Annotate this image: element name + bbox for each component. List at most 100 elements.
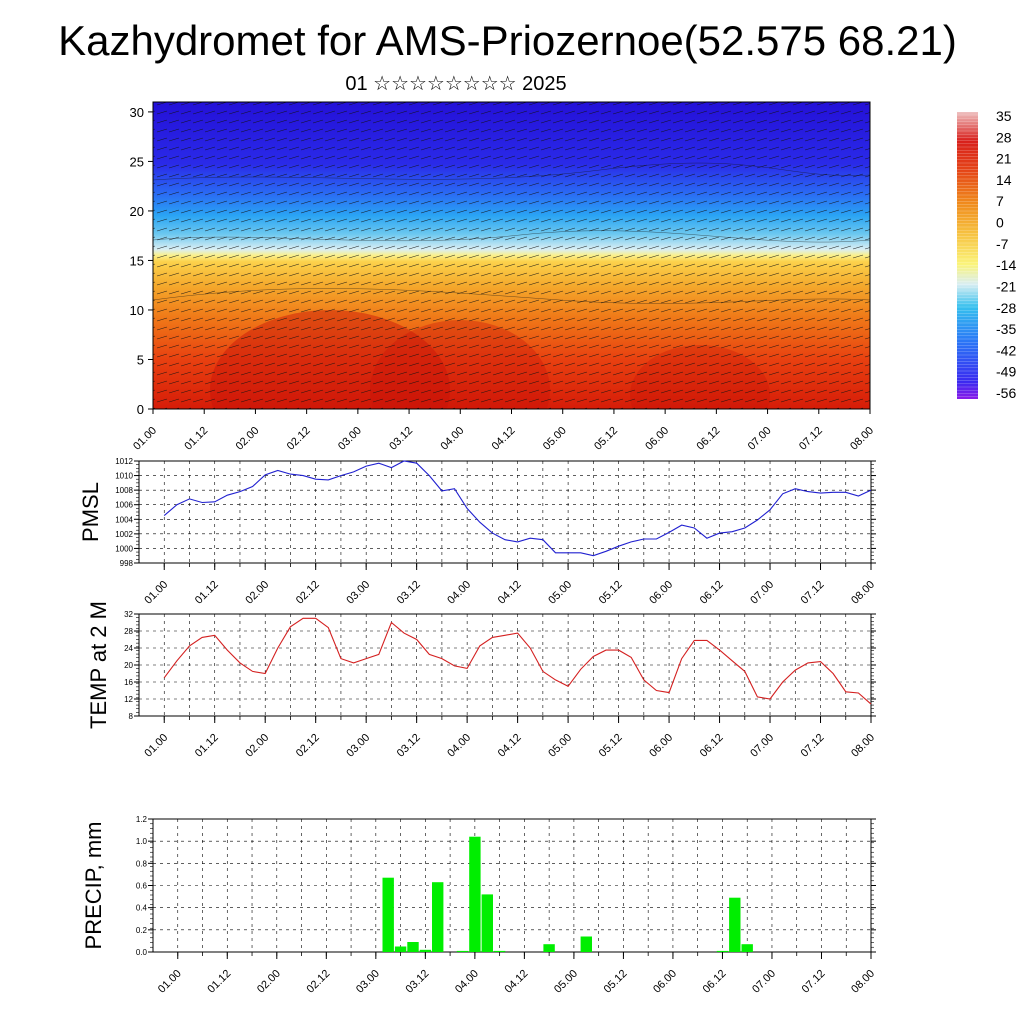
y-tick-label: 1000 (115, 544, 133, 553)
colorbar-label: 21 (996, 151, 1012, 167)
y-axis-label: TEMP at 2 M (86, 601, 111, 729)
x-tick-label: 02.00 (234, 425, 262, 453)
colorbar-label: 28 (996, 129, 1012, 145)
x-tick-label: 05.12 (602, 968, 630, 996)
y-tick-label: 28 (124, 627, 133, 636)
x-tick-label: 02.00 (255, 968, 283, 996)
x-tick-label: 02.00 (243, 579, 271, 607)
x-tick-label: 06.00 (647, 732, 675, 760)
colorbar-label: -21 (996, 278, 1016, 294)
x-tick-label: 01.00 (142, 579, 170, 607)
colorbar-label: -35 (996, 321, 1016, 337)
x-tick-label: 01.00 (131, 425, 159, 453)
plot-frame (138, 460, 872, 564)
x-tick-label: 07.00 (750, 968, 778, 996)
x-tick-label: 04.12 (503, 968, 531, 996)
x-tick-label: 06.00 (643, 425, 671, 453)
y-tick-label: 5 (137, 352, 144, 367)
precip-bar (382, 877, 394, 952)
x-tick-label: 06.00 (647, 579, 675, 607)
y-tick-label: 1012 (115, 457, 133, 466)
y-tick-label: 1004 (115, 515, 133, 524)
x-tick-label: 04.00 (453, 968, 481, 996)
temperature-cross-section: 0 5 10 15 20 25 30 01.00 01.12 02.00 02.12 03.00 03.… (130, 101, 876, 453)
x-tick-label: 03.00 (354, 968, 382, 996)
x-tick-label: 01.12 (193, 732, 221, 760)
precip-bar (580, 936, 592, 952)
colorbar-ramp (957, 112, 978, 399)
precip-bar (741, 944, 753, 952)
x-tick-label: 01.12 (193, 579, 221, 607)
x-tick-label: 04.00 (438, 425, 466, 453)
x-tick-label: 08.00 (849, 968, 877, 996)
x-tick-label: 08.00 (849, 732, 877, 760)
x-tick-label: 07.00 (748, 579, 776, 607)
colorbar-label: -7 (996, 236, 1009, 252)
x-tick-label: 03.00 (344, 732, 372, 760)
x-tick-label: 08.00 (848, 425, 876, 453)
precip-bar (716, 950, 729, 952)
colorbar: 35 28 21 14 7 0 -7 -14 -21 -28 -35 -42 -49 -56 (957, 108, 1016, 401)
precip-bar (729, 897, 741, 952)
x-tick-label: 03.12 (395, 579, 423, 607)
x-tick-label: 08.00 (849, 579, 877, 607)
x-tick-label: 02.00 (243, 732, 271, 760)
y-tick-label: 1.0 (136, 837, 148, 846)
colorbar-label: 7 (996, 193, 1004, 209)
y-axis-label: PRECIP, mm (81, 822, 106, 950)
x-tick-label: 01.12 (205, 968, 233, 996)
x-tick-label: 07.12 (800, 968, 828, 996)
x-tick-label: 04.00 (445, 732, 473, 760)
x-tick-label: 07.00 (748, 732, 776, 760)
precip-panel: 0.0 0.2 0.4 0.6 0.8 1.0 1.2 01.00 01.12 02.00 02.1… (81, 815, 877, 996)
x-tick-label: 06.12 (698, 579, 726, 607)
x-tick-label: 05.00 (552, 968, 580, 996)
colorbar-label: -42 (996, 342, 1016, 358)
x-tick-label: 03.12 (387, 425, 415, 453)
x-tick-label: 05.00 (546, 579, 574, 607)
y-tick-label: 15 (130, 253, 144, 268)
colorbar-label: 35 (996, 108, 1012, 124)
x-tick-label: 06.12 (701, 968, 729, 996)
y-tick-label: 0.8 (136, 859, 148, 868)
x-tick-label: 02.12 (285, 425, 313, 453)
x-tick-label: 06.12 (698, 732, 726, 760)
x-tick-label: 07.12 (799, 579, 827, 607)
x-tick-label: 03.00 (336, 425, 364, 453)
series-line (163, 617, 872, 705)
x-tick-label: 01.12 (182, 425, 210, 453)
precip-bar (543, 944, 555, 952)
y-tick-label: 24 (124, 644, 133, 653)
y-tick-label: 1002 (115, 530, 133, 539)
x-tick-label: 04.12 (496, 579, 524, 607)
y-tick-label: 0.0 (136, 948, 148, 957)
series-line (163, 460, 872, 557)
colorbar-label: -14 (996, 257, 1016, 273)
chart-title: Kazhydromet for AMS-Priozernoe(52.575 68… (58, 17, 957, 64)
x-tick-label: 05.00 (541, 425, 569, 453)
precip-bar (394, 946, 407, 952)
temp-panel: 8 12 16 20 24 28 32 01.00 01.12 02.00 02.12 03.00 03… (86, 601, 877, 760)
y-tick-label: 1.2 (136, 815, 148, 824)
y-tick-label: 0.2 (136, 926, 148, 935)
y-tick-label: 0.6 (136, 882, 148, 891)
x-tick-label: 01.00 (142, 732, 170, 760)
precip-bar (456, 950, 469, 952)
x-tick-label: 06.00 (651, 968, 679, 996)
x-tick-label: 06.12 (695, 425, 723, 453)
x-tick-label: 02.12 (304, 968, 332, 996)
y-tick-label: 1006 (115, 501, 133, 510)
y-tick-label: 12 (124, 695, 133, 704)
y-tick-label: 1010 (115, 472, 133, 481)
x-tick-label: 05.12 (597, 732, 625, 760)
y-tick-label: 0 (137, 402, 144, 417)
y-tick-label: 30 (130, 105, 144, 120)
colorbar-label: -56 (996, 385, 1016, 401)
y-tick-label: 0.4 (136, 904, 148, 913)
chart-subtitle: 01 ☆☆☆☆☆☆☆☆ 2025 (345, 73, 567, 95)
colorbar-label: -28 (996, 300, 1016, 316)
x-tick-label: 02.12 (294, 732, 322, 760)
x-tick-label: 07.12 (799, 732, 827, 760)
precip-bar (493, 950, 506, 952)
